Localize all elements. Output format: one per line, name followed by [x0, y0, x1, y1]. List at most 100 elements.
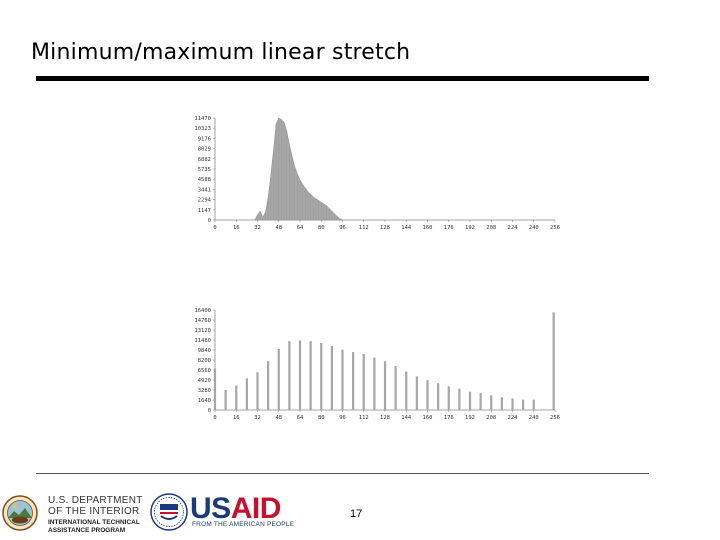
top-hist-y-tick-label: 6882	[198, 157, 211, 163]
bottom-hist-y-tick-label: 3280	[198, 388, 211, 394]
bottom-hist-y-tick-label: 4920	[198, 378, 211, 384]
bottom-hist-x-tick-label: 192	[465, 415, 475, 421]
top-hist-x-tick-label: 144	[401, 225, 412, 231]
bottom-hist-x-tick-label: 32	[254, 415, 261, 421]
bottom-hist-y-tick-label: 9840	[198, 348, 211, 354]
bottom-hist-x-tick-label: 160	[423, 415, 433, 421]
top-hist-y-tick-label: 5735	[198, 167, 211, 173]
bottom-hist-x-tick-label: 208	[486, 415, 496, 421]
usaid-aid: AID	[230, 492, 282, 525]
top-hist-x-tick-label: 16	[233, 225, 240, 231]
bottom-hist-bar	[383, 361, 387, 410]
bottom-hist-y-tick-label: 14760	[194, 318, 211, 324]
top-hist-x-tick-label: 48	[275, 225, 282, 231]
bottom-hist-x-tick-label: 128	[380, 415, 390, 421]
doi-wordmark: U.S. DEPARTMENT OF THE INTERIOR INTERNAT…	[48, 496, 143, 535]
bottom-hist-bar	[362, 353, 365, 410]
bottom-hist-bar	[245, 378, 248, 410]
top-hist-x-tick-label: 192	[465, 225, 475, 231]
top-hist-x-tick-label: 224	[508, 225, 519, 231]
doi-seal-icon	[2, 495, 38, 531]
bottom-hist-bar	[437, 383, 440, 410]
bottom-hist-x-tick-label: 112	[359, 415, 369, 421]
top-hist-x-tick-label: 64	[297, 225, 304, 231]
top-hist-y-tick-label: 2294	[198, 198, 212, 204]
top-hist-y-tick-label: 10323	[194, 126, 211, 132]
footer-divider	[36, 473, 649, 474]
bottom-hist-x-tick-label: 64	[297, 415, 304, 421]
bottom-hist-bar	[341, 349, 344, 410]
bottom-hist-x-tick-label: 256	[550, 415, 560, 421]
top-hist-x-tick-label: 112	[359, 225, 369, 231]
bottom-hist-y-tick-label: 11480	[194, 338, 211, 344]
bottom-hist-bar	[256, 372, 259, 410]
bottom-hist-y-tick-label: 0	[208, 408, 211, 414]
stretched-histogram: 1640014760131201148098408200656049203280…	[194, 308, 560, 421]
usaid-wordmark: USAID	[190, 492, 281, 526]
page-number: 17	[350, 508, 363, 520]
bottom-hist-x-tick-label: 224	[508, 415, 519, 421]
bottom-hist-y-tick-label: 8200	[198, 358, 211, 364]
top-hist-x-tick-label: 256	[550, 225, 560, 231]
bottom-hist-y-tick-label: 16400	[194, 308, 211, 314]
bottom-hist-bar	[479, 392, 482, 410]
original-histogram: 1147010323917680296882573545883441229411…	[194, 116, 560, 231]
doi-line-1: U.S. DEPARTMENT	[48, 495, 143, 506]
top-hist-x-tick-label: 128	[380, 225, 390, 231]
bottom-hist-bar	[288, 341, 291, 410]
bottom-hist-x-tick-label: 80	[318, 415, 325, 421]
bottom-hist-bar	[373, 357, 376, 410]
bottom-hist-bar	[330, 345, 333, 410]
bottom-hist-bar	[224, 389, 227, 410]
top-hist-y-tick-label: 1147	[198, 208, 211, 214]
bottom-hist-y-tick-label: 13120	[194, 328, 211, 334]
usaid-seal-icon	[150, 493, 188, 531]
bottom-hist-x-tick-label: 48	[275, 415, 282, 421]
bottom-hist-bar	[309, 341, 312, 410]
usaid-us: US	[190, 492, 231, 525]
bottom-hist-bar	[458, 388, 461, 410]
bottom-hist-x-tick-label: 144	[401, 415, 412, 421]
top-hist-x-tick-label: 208	[486, 225, 496, 231]
top-hist-y-tick-label: 4588	[198, 177, 211, 183]
top-hist-x-tick-label: 240	[529, 225, 539, 231]
bottom-hist-x-tick-label: 16	[233, 415, 240, 421]
top-hist-y-tick-label: 11470	[194, 116, 211, 122]
bottom-hist-bar	[298, 340, 302, 410]
title-divider	[36, 76, 649, 81]
bottom-hist-bar	[213, 368, 217, 410]
bottom-hist-bar	[426, 380, 429, 410]
bottom-hist-x-tick-label: 96	[339, 415, 346, 421]
bottom-hist-bar	[415, 376, 418, 410]
top-hist-x-tick-label: 176	[444, 225, 454, 231]
bottom-hist-bar	[352, 352, 355, 410]
top-hist-x-tick-label: 160	[423, 225, 433, 231]
top-hist-y-tick-label: 9176	[198, 136, 211, 142]
top-hist-x-tick-label: 80	[318, 225, 325, 231]
top-hist-y-tick-label: 0	[208, 218, 211, 224]
bottom-hist-x-tick-label: 176	[444, 415, 454, 421]
doi-line-4: ASSISTANCE PROGRAM	[48, 527, 126, 534]
bottom-hist-bar	[235, 385, 238, 410]
bottom-hist-bar	[447, 386, 450, 410]
bottom-hist-x-tick-label: 240	[529, 415, 539, 421]
bottom-hist-bar	[490, 395, 493, 410]
usaid-tagline: FROM THE AMERICAN PEOPLE	[192, 521, 295, 528]
bottom-hist-bar	[511, 398, 514, 410]
bottom-hist-bar	[405, 371, 408, 410]
doi-line-2: OF THE INTERIOR	[48, 506, 140, 517]
top-hist-y-tick-label: 8029	[198, 147, 211, 153]
bottom-hist-bar	[394, 366, 397, 410]
bottom-hist-bar	[277, 349, 280, 410]
bottom-hist-bar	[500, 397, 503, 410]
top-hist-y-tick-label: 3441	[198, 187, 211, 193]
bottom-hist-bar	[522, 399, 525, 410]
bottom-hist-bar	[552, 312, 555, 410]
bottom-hist-bar	[468, 391, 472, 410]
top-hist-x-tick-label: 32	[254, 225, 261, 231]
bottom-hist-bar	[320, 342, 323, 410]
bottom-hist-y-tick-label: 6560	[198, 368, 211, 374]
top-hist-x-tick-label: 0	[213, 225, 216, 231]
bottom-hist-bar	[267, 361, 270, 410]
slide-title: Minimum/maximum linear stretch	[31, 40, 411, 65]
